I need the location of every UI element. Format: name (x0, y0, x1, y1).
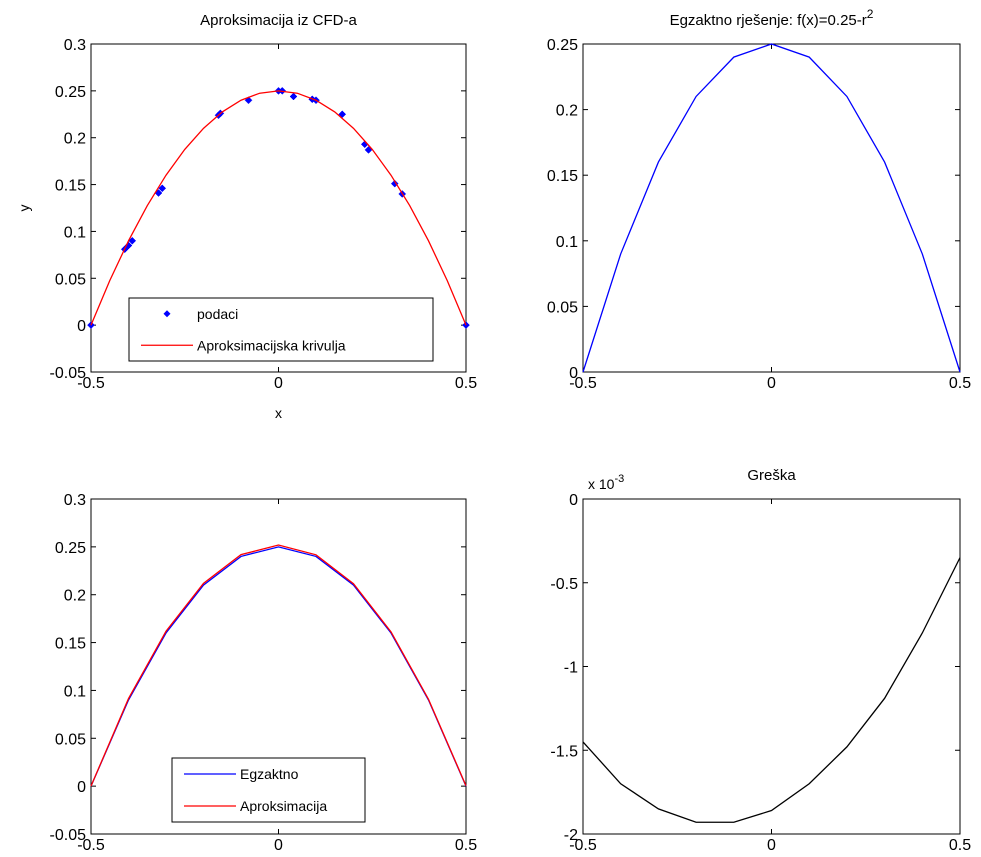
axis-exponent-label: x 10-3 (588, 473, 624, 492)
x-tick-label: 0.5 (455, 837, 477, 854)
chart-title: Greška (747, 467, 796, 484)
data-point (158, 184, 167, 193)
exponent-base: x 10 (588, 476, 615, 492)
chart-title-text: Aproksimacija iz CFD-a (200, 12, 357, 29)
y-tick-label: 0.05 (55, 271, 86, 288)
legend-entry: Aproksimacija (240, 798, 327, 814)
x-tick-label: 0 (767, 837, 776, 854)
y-tick-label: 0.3 (64, 492, 86, 509)
legend-box (128, 297, 434, 362)
x-tick-label: 0 (274, 375, 283, 392)
legend-entry: Aproksimacijska krivulja (197, 337, 346, 353)
y-tick-label: -0.05 (50, 365, 87, 382)
chart-title-text: Egzaktno rješenje: f(x)=0.25-r (670, 12, 867, 29)
y-tick-label: -0.05 (50, 827, 87, 844)
y-tick-label: 0.15 (55, 636, 86, 653)
series-line-1 (90, 90, 467, 326)
y-tick-label: -1.5 (550, 743, 578, 760)
y-tick-label: 0.1 (556, 234, 578, 251)
plot-aproksimacija: -0.5 0 0.5 -0.05 0 0.05 0.1 0.15 0.2 0.25 0.3 Aprok… (16, 12, 477, 421)
data-point (390, 179, 399, 188)
plot-greska: -0.5 0 0.5 -2 -1.5 -1 -0.5 0 Greška x 10-3 (550, 467, 971, 854)
y-tick-label: 0 (77, 318, 86, 335)
y-tick-label: 0.2 (64, 131, 86, 148)
y-tick-label: 0.25 (55, 84, 86, 101)
y-tick-label: -1 (564, 660, 578, 677)
chart-title: Aproksimacija iz CFD-a (200, 12, 357, 29)
chart-title: Egzaktno rješenje: f(x)=0.25-r2 (670, 7, 874, 29)
x-tick-label: 0.5 (949, 837, 971, 854)
legend-marker (163, 310, 171, 318)
data-point (289, 92, 298, 101)
plot-usporedba: -0.5 0 0.5 -0.05 0 0.05 0.1 0.15 0.2 0.25 0.3 Egzak… (50, 492, 478, 854)
y-tick-label: 0 (569, 365, 578, 382)
data-point (128, 236, 137, 245)
data-point (87, 321, 95, 329)
legend-entry: podaci (197, 306, 238, 322)
y-tick-label: 0.25 (55, 540, 86, 557)
y-tick-label: 0.1 (64, 224, 86, 241)
x-tick-label: -0.5 (77, 375, 105, 392)
y-tick-label: 0.05 (547, 299, 578, 316)
y-tick-label: 0.2 (556, 103, 578, 120)
y-tick-label: 0.1 (64, 683, 86, 700)
y-tick-label: 0.15 (55, 178, 86, 195)
y-axis-label: y (16, 205, 32, 212)
x-tick-label: -0.5 (569, 375, 597, 392)
y-tick-label: 0.25 (547, 37, 578, 54)
legend-box (171, 757, 366, 823)
x-tick-label: -0.5 (77, 837, 105, 854)
x-tick-label: 0.5 (455, 375, 477, 392)
x-tick-label: -0.5 (569, 837, 597, 854)
x-tick-label: 0 (767, 375, 776, 392)
series-line-0 (582, 557, 961, 823)
y-tick-label: 0.2 (64, 588, 86, 605)
exponent-power: -3 (614, 473, 624, 485)
y-tick-label: -2 (564, 827, 578, 844)
data-point (462, 321, 470, 329)
y-tick-label: 0.3 (64, 37, 86, 54)
chart-title-text: Greška (747, 467, 796, 484)
y-tick-label: 0 (77, 779, 86, 796)
x-tick-label: 0.5 (949, 375, 971, 392)
y-tick-label: 0.15 (547, 168, 578, 185)
x-tick-label: 0 (274, 837, 283, 854)
x-axis-label: x (275, 405, 282, 421)
y-tick-label: 0.05 (55, 731, 86, 748)
y-tick-label: 0 (569, 492, 578, 509)
chart-title-superscript: 2 (867, 7, 874, 21)
y-tick-label: -0.5 (550, 576, 578, 593)
series-line-1 (90, 544, 467, 787)
series-line-0 (582, 43, 961, 373)
legend-entry: Egzaktno (240, 766, 299, 782)
